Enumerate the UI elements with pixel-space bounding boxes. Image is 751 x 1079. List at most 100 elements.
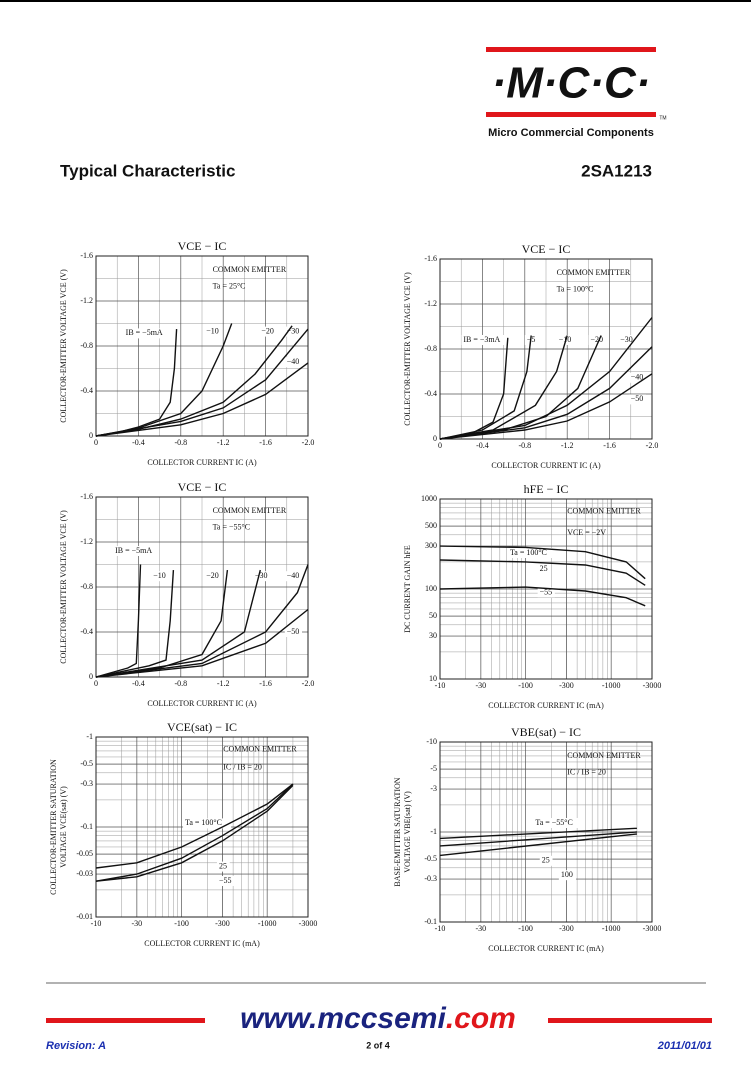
curve bbox=[439, 346, 653, 440]
y-tick-label: 0 bbox=[89, 431, 93, 440]
y-tick-label: 30 bbox=[429, 631, 437, 640]
y-tick-label: 300 bbox=[425, 541, 437, 550]
x-tick-label: -300 bbox=[559, 681, 574, 690]
y-axis-label: DC CURRENT GAIN hFE bbox=[403, 545, 412, 633]
y-tick-label: 10 bbox=[429, 674, 437, 683]
chart: 0 -0.4 -0.8 -1.2 -1.6 -2.0 0 -0.4 -0.8 -1.2 -1.6 VC… bbox=[403, 242, 659, 470]
x-tick-label: 0 bbox=[94, 438, 98, 447]
y-tick-label: -0.8 bbox=[424, 344, 437, 353]
y-tick-label: -0.3 bbox=[80, 779, 93, 788]
annotation-bg bbox=[151, 571, 169, 582]
y-tick-label: -0.5 bbox=[424, 854, 437, 863]
curve bbox=[439, 545, 646, 580]
chart: -10 -30 -100 -300 -1000 -3000 10 30 50 100 300 500 1… bbox=[403, 482, 662, 710]
curve bbox=[439, 373, 653, 440]
y-tick-label: 100 bbox=[425, 584, 437, 593]
x-tick-label: -1000 bbox=[602, 924, 621, 933]
x-tick-label: -1.6 bbox=[603, 441, 616, 450]
annotation-bg bbox=[618, 335, 636, 345]
curve bbox=[95, 362, 309, 437]
annotation-bg bbox=[558, 870, 577, 881]
annotation: −30 bbox=[287, 326, 300, 335]
annotation-bg bbox=[216, 861, 230, 872]
y-tick-label: -0.5 bbox=[80, 759, 93, 768]
plot-frame bbox=[95, 255, 309, 437]
x-tick-label: -1000 bbox=[258, 919, 277, 928]
curve bbox=[439, 337, 509, 440]
y-tick-label: -1.6 bbox=[80, 251, 93, 260]
curve bbox=[95, 783, 294, 869]
annotation-bg bbox=[537, 587, 555, 598]
x-tick-label: -0.4 bbox=[476, 441, 489, 450]
curve bbox=[95, 784, 294, 882]
curve bbox=[95, 608, 309, 678]
chart-title: VCE − IC bbox=[522, 242, 571, 256]
x-tick-label: -100 bbox=[518, 681, 533, 690]
x-tick-label: -2.0 bbox=[302, 438, 315, 447]
top-rule bbox=[0, 0, 751, 2]
website-tld: .com bbox=[446, 1002, 516, 1035]
curve bbox=[95, 328, 309, 437]
curve bbox=[439, 335, 602, 440]
plot-frame bbox=[439, 258, 653, 440]
y-tick-label: -10 bbox=[426, 737, 437, 746]
chart: -10 -30 -100 -300 -1000 -3000 -1 -0.5 -0.3 -0.1 -0… bbox=[49, 720, 318, 948]
annotation-bg bbox=[216, 876, 235, 886]
y-tick-label: -0.1 bbox=[80, 822, 93, 831]
trademark: TM bbox=[659, 115, 666, 121]
annotation: VCE = −2V bbox=[567, 528, 606, 537]
y-tick-label: -1.2 bbox=[424, 299, 437, 308]
curve bbox=[439, 833, 637, 857]
annotation-bg bbox=[113, 546, 157, 556]
x-tick-label: -100 bbox=[174, 919, 189, 928]
annotation-bg bbox=[259, 326, 277, 337]
annotation: Ta = 100°C bbox=[557, 284, 594, 293]
annotation: −40 bbox=[631, 373, 644, 382]
x-tick-label: -2.0 bbox=[302, 679, 315, 688]
plot-frame bbox=[95, 496, 309, 678]
x-tick-label: -1.6 bbox=[259, 679, 272, 688]
annotation: COMMON EMITTER bbox=[557, 268, 631, 277]
chart-title: VCE − IC bbox=[178, 480, 227, 494]
y-tick-label: -0.4 bbox=[424, 389, 437, 398]
chart-title: VBE(sat) − IC bbox=[511, 725, 581, 739]
annotation: 25 bbox=[542, 856, 550, 865]
curve bbox=[95, 329, 178, 437]
section-title: Typical Characteristic bbox=[60, 161, 235, 180]
logo: ·M·C·C· bbox=[492, 59, 651, 108]
annotation: Ta = 100°C bbox=[185, 818, 222, 827]
plot-frame bbox=[95, 736, 309, 918]
logo-bar bbox=[486, 112, 656, 117]
x-tick-label: -3000 bbox=[643, 924, 662, 933]
curve bbox=[95, 783, 294, 882]
x-axis-label: COLLECTOR CURRENT IC (A) bbox=[491, 461, 601, 470]
annotation: 25 bbox=[540, 564, 548, 573]
y-tick-label: -1.2 bbox=[80, 537, 93, 546]
x-tick-label: -30 bbox=[475, 924, 486, 933]
annotation-bg bbox=[284, 357, 302, 368]
annotation: −55 bbox=[540, 587, 553, 596]
annotation: COMMON EMITTER bbox=[223, 744, 297, 753]
y-tick-label: -0.3 bbox=[424, 874, 437, 883]
x-tick-label: -1.2 bbox=[561, 441, 574, 450]
x-tick-label: -2.0 bbox=[646, 441, 659, 450]
footer-bar bbox=[548, 1018, 712, 1023]
annotation: −30 bbox=[255, 571, 268, 580]
page-number: 2 of 4 bbox=[366, 1040, 390, 1050]
y-tick-label: -0.01 bbox=[76, 912, 93, 921]
y-tick-label: -5 bbox=[430, 764, 437, 773]
annotation: −10 bbox=[559, 335, 572, 344]
y-axis-label: VOLTAGE VCE(sat) (V) bbox=[59, 786, 68, 868]
x-tick-label: -300 bbox=[215, 919, 230, 928]
annotation: Ta = −55°C bbox=[535, 818, 572, 827]
x-tick-label: 0 bbox=[438, 441, 442, 450]
y-axis-label: BASE-EMITTER SATURATION bbox=[393, 777, 402, 886]
y-tick-label: -0.03 bbox=[76, 869, 93, 878]
annotation: −40 bbox=[287, 571, 300, 580]
x-tick-label: -100 bbox=[518, 924, 533, 933]
y-tick-label: -3 bbox=[430, 784, 437, 793]
y-axis-label: COLLECTOR-EMITTER SATURATION bbox=[49, 759, 58, 895]
annotation-bg bbox=[507, 548, 556, 558]
